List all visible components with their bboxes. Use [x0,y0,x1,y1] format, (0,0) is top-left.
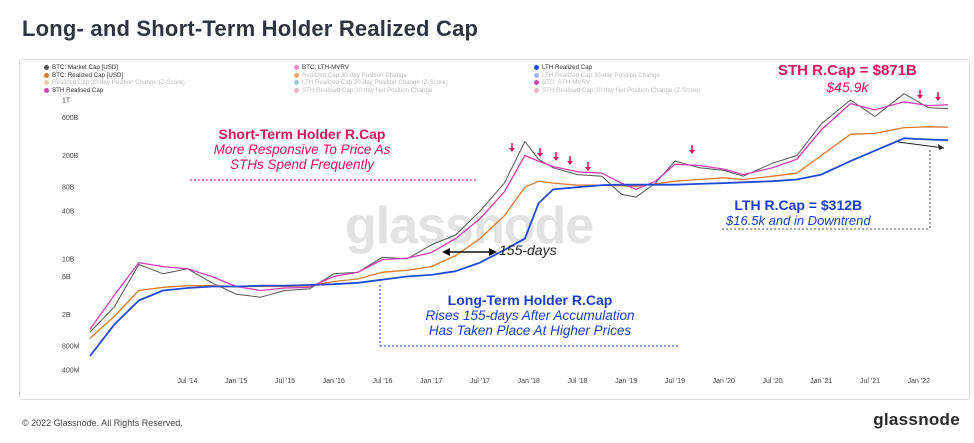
lth-explainer: Long-Term Holder R.Cap Rises 155-days Af… [380,292,680,338]
sth-rcap-annotation: STH R.Cap = $871B $45.9k [778,62,917,95]
legend-item[interactable]: LTH Realized Cap 30-day Position Change [534,72,660,79]
legend-swatch [534,72,539,78]
legend-swatch [294,65,299,70]
down-arrow-head [935,97,941,101]
legend-item[interactable]: BTC: Market Cap [USD] [44,64,118,71]
x-tick-label: Jul '18 [567,378,587,385]
x-tick-label: Jan '15 [225,378,247,385]
copyright: © 2022 Glassnode. All Rights Reserved. [22,418,183,428]
legend-swatch [294,72,299,78]
x-tick-label: Jul '20 [762,378,782,385]
legend-item[interactable]: LTH Realized Cap [534,64,592,71]
lth-explainer-line1: Rises 155-days After Accumulation [425,308,635,323]
sth-price: $45.9k [826,79,869,95]
legend-swatch [534,80,539,85]
sth-explainer-line1: More Responsive To Price As [213,142,391,157]
legend-swatch [44,65,49,70]
legend-swatch [534,65,539,70]
legend-label: BTC: STH-MVRV [542,79,591,86]
legend-label: LTH Realized Cap [542,64,593,71]
legend-label: BTC: LTH-MVRV [302,64,349,71]
y-tick-label: 1T [62,98,71,105]
x-tick-label: Jan '18 [518,378,540,385]
down-arrow-head [917,95,923,99]
y-tick-label: 10B [62,256,75,263]
x-tick-label: Jan '21 [810,378,832,385]
legend-label: STH Realised Cap 30-day Net Position Cha… [542,86,701,94]
legend-swatch [44,87,49,93]
legend-swatch [534,87,539,93]
chart-title: Long- and Short-Term Holder Realized Cap [22,16,479,41]
y-tick-label: 800M [62,344,80,351]
legend-item[interactable]: Realized Cap 30-day Position Change (Z-S… [44,79,185,86]
legend-swatch [294,87,299,93]
y-tick-label: 200B [62,153,79,160]
legend-label: STH Realised Cap [52,86,104,94]
sth-explainer-line2: STHs Spend Frequently [229,157,375,172]
x-tick-label: Jul '16 [372,378,392,385]
x-tick-label: Jan '17 [420,378,442,385]
legend-item[interactable]: STH Realised Cap 30-day Net Position Cha… [534,87,700,94]
y-tick-label: 600B [62,115,79,122]
legend-item[interactable]: Realized Cap 30-day Position Change [294,72,407,79]
lth-trend-arrow [897,141,945,149]
legend-swatch [294,80,299,85]
market-cap-line [89,93,949,333]
lag-arrowhead-left [442,248,450,256]
lag-label: 155-days [499,242,557,258]
legend-item[interactable]: BTC: LTH-MVRV [294,64,349,71]
lth-rcap-subtitle: $16.5k and in Downtrend [726,213,871,228]
down-arrow-head [567,161,573,165]
lth-rcap-value: LTH R.Cap = $312B [734,197,863,213]
x-tick-label: Jul '21 [860,378,880,385]
y-tick-label: 400M [62,368,80,375]
legend-item[interactable]: STH Realised Cap [44,87,103,94]
legend-swatch [44,80,49,85]
brand-logo: glassnode [873,410,960,429]
x-tick-label: Jul '15 [275,378,295,385]
legend-item[interactable]: STH Realised Cap 30-day Net Position Cha… [294,87,432,94]
legend-label: LTH Realized Cap 30-day Position Change [542,71,660,79]
down-arrow-head [585,167,591,171]
legend-item[interactable]: LTH Realized Cap 30-day Position Change … [294,79,448,86]
down-arrow-head [509,148,515,152]
legend-label: STH Realised Cap 30-day Net Position Cha… [302,86,433,94]
lth-rcap-annotation: LTH R.Cap = $312B $16.5k and in Downtren… [726,197,871,228]
sth-explainer-title: Short-Term Holder R.Cap [218,126,386,142]
legend-item[interactable]: BTC: STH-MVRV [534,79,590,86]
legend-label: Realized Cap 30-day Position Change (Z-S… [52,79,185,86]
sth-explainer: Short-Term Holder R.Cap More Responsive … [188,126,416,172]
chart-legend: BTC: Market Cap [USD] BTC: Realized Cap [… [44,64,804,100]
lth-explainer-title: Long-Term Holder R.Cap [447,292,613,308]
x-tick-label: Jul '17 [470,378,490,385]
y-tick-label: 6B [62,274,71,281]
y-tick-label: 40B [62,209,75,216]
x-tick-label: Jan '22 [908,378,930,385]
down-arrow-head [689,150,695,154]
down-arrow-head [553,157,559,161]
lth-realized-cap-line [89,137,949,357]
legend-label: BTC: Market Cap [USD] [52,64,119,71]
legend-label: Realized Cap 30-day Position Change [302,71,407,79]
lth-trend-arrowhead [938,144,944,150]
legend-label: LTH Realized Cap 30-day Position Change … [302,79,448,86]
sth-rcap-value: STH R.Cap = $871B [778,62,917,79]
legend-label: BTC: Realized Cap [USD] [52,71,124,79]
legend-item[interactable]: BTC: Realized Cap [USD] [44,72,123,79]
x-tick-label: Jan '19 [615,378,637,385]
y-tick-label: 80B [62,185,75,192]
x-tick-label: Jul '19 [665,378,685,385]
lth-explainer-line2: Has Taken Place At Higher Prices [428,323,632,338]
chart-frame [19,59,970,400]
y-tick-label: 2B [62,312,71,319]
x-tick-label: Jan '16 [323,378,345,385]
legend-swatch [44,72,49,78]
down-arrow-head [537,153,543,157]
x-tick-label: Jan '20 [713,378,735,385]
x-tick-label: Jul '14 [177,378,197,385]
lag-arrowhead-right [489,248,497,256]
